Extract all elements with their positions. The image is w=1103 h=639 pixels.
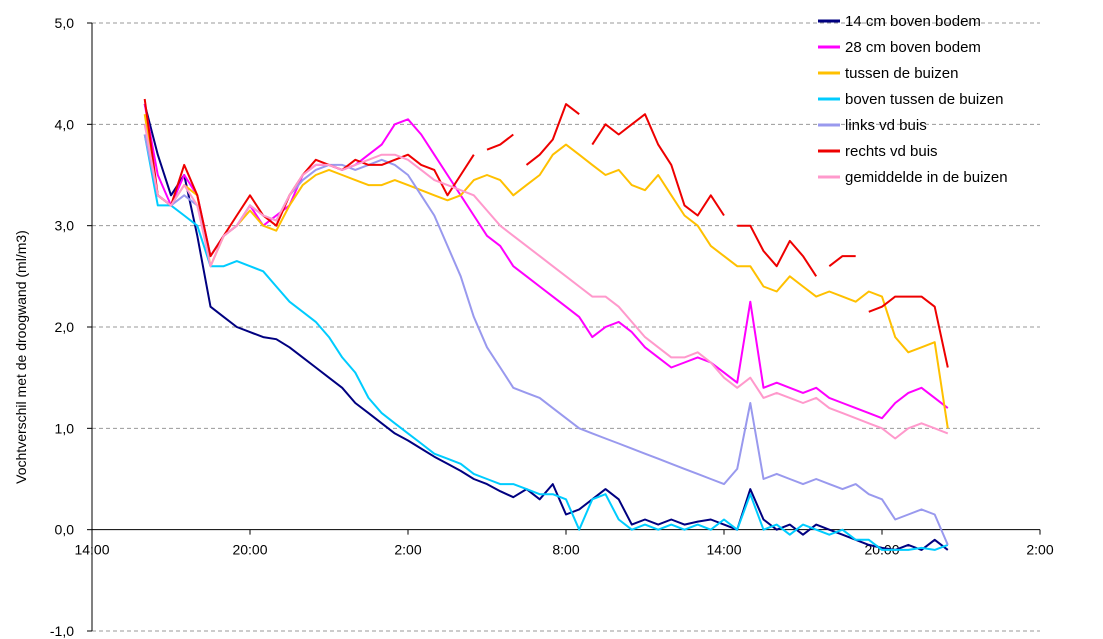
- series-links-vd-buis: [143, 134, 949, 546]
- legend-item: rechts vd buis: [818, 143, 938, 160]
- legend: 14 cm boven bodem 28 cm boven bodem tussen…: [818, 13, 1008, 186]
- series-gemiddelde-in-de-buizen: [143, 124, 949, 440]
- y-tick-label: 0,0: [55, 522, 75, 538]
- legend-label: tussen de buizen: [845, 65, 958, 82]
- y-axis-label: Vochtverschil met de droogwand (ml/m3): [13, 230, 29, 484]
- series-14-cm-boven-bodem: [143, 103, 949, 551]
- y-tick-label: 4,0: [55, 116, 75, 132]
- legend-item: links vd buis: [818, 117, 927, 134]
- series-line: [143, 134, 949, 546]
- series-tussen-de-buizen: [143, 114, 949, 429]
- series-line: [525, 103, 580, 166]
- x-tick-label: 8:00: [552, 542, 579, 558]
- series-28-cm-boven-bodem: [143, 103, 949, 420]
- legend-item: gemiddelde in de buizen: [818, 169, 1008, 186]
- legend-label: 28 cm boven bodem: [845, 39, 981, 56]
- x-tick-label: 2:00: [1026, 542, 1053, 558]
- series-line: [143, 103, 949, 551]
- series-boven-tussen-de-buizen: [143, 134, 949, 551]
- legend-label: boven tussen de buizen: [845, 91, 1003, 108]
- legend-label: gemiddelde in de buizen: [845, 169, 1008, 186]
- legend-label: 14 cm boven bodem: [845, 13, 981, 30]
- legend-item: boven tussen de buizen: [818, 91, 1003, 108]
- series-line: [591, 113, 725, 217]
- series-line: [486, 133, 514, 151]
- series-line: [737, 224, 818, 277]
- y-tick-label: 1,0: [55, 420, 75, 436]
- y-tick-label: -1,0: [50, 623, 74, 639]
- series-line: [143, 103, 949, 420]
- gridlines: [92, 22, 1040, 632]
- legend-label: links vd buis: [845, 117, 927, 134]
- series-line: [868, 295, 949, 368]
- x-tick-label: 14:00: [706, 542, 741, 558]
- legend-item: 14 cm boven bodem: [818, 13, 981, 30]
- series-lines: [143, 98, 949, 551]
- series-line: [143, 124, 949, 440]
- series-line: [143, 98, 475, 258]
- y-axis-ticks: -1,0 0,0 1,0 2,0 3,0 4,0 5,0: [50, 15, 92, 639]
- series-line: [828, 255, 856, 267]
- x-tick-label: 14:00: [74, 542, 109, 558]
- y-tick-label: 3,0: [55, 218, 75, 234]
- x-tick-label: 20:00: [232, 542, 267, 558]
- x-tick-label: 2:00: [394, 542, 421, 558]
- x-axis-ticks: 14:00 20:00 2:00 8:00 14:00 20:00 2:00: [74, 529, 1054, 558]
- series-rechts-vd-buis: [143, 98, 949, 368]
- series-line: [143, 134, 949, 551]
- legend-item: tussen de buizen: [818, 65, 958, 82]
- y-tick-label: 2,0: [55, 319, 75, 335]
- legend-item: 28 cm boven bodem: [818, 39, 981, 56]
- y-tick-label: 5,0: [55, 15, 75, 31]
- legend-label: rechts vd buis: [845, 143, 938, 160]
- series-line: [143, 114, 949, 429]
